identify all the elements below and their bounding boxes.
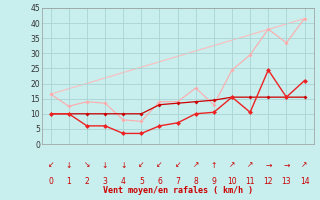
Text: 9: 9 <box>212 178 216 186</box>
Text: 5: 5 <box>139 178 144 186</box>
Text: ↙: ↙ <box>174 160 181 170</box>
Text: Vent moyen/en rafales ( km/h ): Vent moyen/en rafales ( km/h ) <box>103 186 252 195</box>
Text: ↙: ↙ <box>156 160 163 170</box>
Text: ↙: ↙ <box>138 160 145 170</box>
Text: ↗: ↗ <box>229 160 235 170</box>
Text: 2: 2 <box>84 178 89 186</box>
Text: 12: 12 <box>263 178 273 186</box>
Text: 10: 10 <box>227 178 237 186</box>
Text: ↙: ↙ <box>47 160 54 170</box>
Text: 4: 4 <box>121 178 126 186</box>
Text: 3: 3 <box>103 178 108 186</box>
Text: ↗: ↗ <box>193 160 199 170</box>
Text: 8: 8 <box>193 178 198 186</box>
Text: →: → <box>265 160 271 170</box>
Text: 6: 6 <box>157 178 162 186</box>
Text: ↓: ↓ <box>120 160 126 170</box>
Text: 14: 14 <box>300 178 309 186</box>
Text: ↓: ↓ <box>102 160 108 170</box>
Text: 11: 11 <box>245 178 255 186</box>
Text: ↑: ↑ <box>211 160 217 170</box>
Text: 13: 13 <box>282 178 291 186</box>
Text: 1: 1 <box>67 178 71 186</box>
Text: 7: 7 <box>175 178 180 186</box>
Text: 0: 0 <box>48 178 53 186</box>
Text: →: → <box>283 160 290 170</box>
Text: ↗: ↗ <box>247 160 253 170</box>
Text: ↓: ↓ <box>66 160 72 170</box>
Text: ↘: ↘ <box>84 160 90 170</box>
Text: ↗: ↗ <box>301 160 308 170</box>
